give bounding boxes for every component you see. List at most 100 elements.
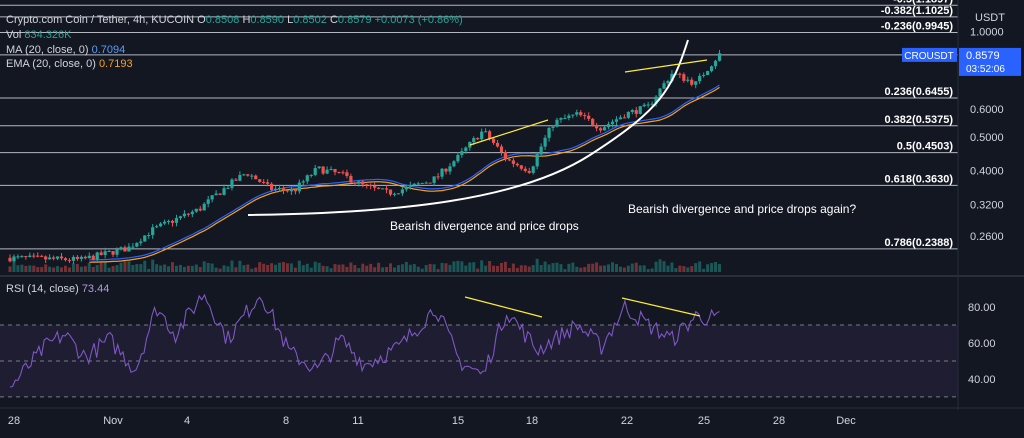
- volume-bar: [448, 264, 452, 272]
- volume-bar: [531, 265, 535, 272]
- candle-body: [642, 104, 646, 107]
- volume-bar: [8, 266, 12, 272]
- candle-body: [610, 121, 615, 125]
- volume-bar: [468, 262, 472, 272]
- candle-body: [706, 71, 710, 75]
- candle-body: [622, 117, 626, 119]
- volume-bar: [662, 261, 666, 272]
- annotation-2: Bearish divergence and price drops again…: [628, 202, 856, 216]
- candle-body: [709, 66, 714, 72]
- volume-bar: [377, 262, 381, 272]
- volume-bar: [182, 266, 186, 272]
- volume-bar: [436, 269, 440, 272]
- candle-body: [190, 211, 194, 215]
- volume-bar: [614, 264, 618, 272]
- volume-bar: [591, 263, 595, 272]
- volume-bar: [488, 261, 492, 272]
- time-tick-label: 28: [8, 415, 20, 427]
- volume-bar: [579, 267, 583, 272]
- volume-bar: [559, 264, 563, 272]
- candle-body: [503, 152, 508, 160]
- candle-body: [36, 255, 40, 257]
- volume-bar: [396, 265, 400, 272]
- volume-bar: [305, 263, 309, 272]
- volume-bar: [242, 265, 246, 272]
- candle-body: [309, 174, 313, 176]
- volume-bar: [543, 261, 547, 272]
- volume-bar: [214, 267, 218, 272]
- volume-bar: [40, 267, 44, 272]
- volume-bar: [99, 262, 103, 272]
- volume-bar: [262, 263, 266, 272]
- candle-body: [488, 131, 492, 139]
- rsi-band: [0, 324, 958, 398]
- time-tick-label: Dec: [836, 415, 856, 427]
- volume-bar: [587, 263, 591, 272]
- volume-bar: [206, 262, 210, 272]
- candle-body: [686, 79, 690, 81]
- volume-bar: [571, 262, 575, 272]
- chart-text: -0.5(1.1897)-0.382(1.1025) -0.236(0.9945)…: [8, 0, 1021, 427]
- candle-body: [198, 208, 202, 211]
- volume-bar: [60, 267, 64, 272]
- candle-body: [369, 185, 373, 187]
- candle-body: [373, 186, 377, 188]
- candle-body: [147, 235, 151, 237]
- volume-bar: [297, 260, 301, 272]
- volume-bar: [428, 263, 432, 272]
- volume-bar: [301, 265, 305, 272]
- volume-bar: [56, 266, 60, 272]
- candle-body: [111, 251, 115, 255]
- ema-legend[interactable]: EMA (20, close, 0) 0.7193: [6, 57, 133, 71]
- candle-body: [329, 168, 333, 170]
- volume-bar: [28, 265, 32, 272]
- volume-bar: [646, 269, 650, 272]
- volume-legend[interactable]: Vol 834.326K: [6, 28, 71, 42]
- ma-legend[interactable]: MA (20, close, 0) 0.7094: [6, 43, 125, 57]
- close-label: C: [329, 14, 338, 26]
- candle-body: [575, 112, 579, 115]
- volume-bar: [476, 268, 480, 272]
- volume-bar: [361, 263, 365, 272]
- fib-label: 0.5(0.4503): [897, 141, 954, 153]
- candle-body: [182, 213, 187, 217]
- candle-body: [103, 251, 107, 256]
- volume-bar: [357, 268, 361, 272]
- candle-body: [230, 179, 234, 188]
- candle-body: [71, 256, 76, 261]
- volume-bar: [365, 265, 369, 272]
- rsi-legend[interactable]: RSI (14, close) 73.44: [6, 282, 109, 296]
- volume-bar: [456, 260, 460, 272]
- volume-bar: [325, 266, 329, 272]
- candles: [8, 50, 722, 265]
- candle-body: [444, 168, 448, 172]
- volume-bar: [186, 265, 190, 272]
- volume-bar: [123, 261, 127, 272]
- volume-bar: [131, 264, 135, 272]
- candle-body: [155, 226, 159, 228]
- volume-bar: [710, 262, 714, 272]
- candle-body: [440, 168, 444, 177]
- candle-body: [682, 74, 686, 81]
- volume-bar: [416, 266, 420, 272]
- candle-body: [162, 221, 167, 224]
- volume-bar: [210, 263, 214, 272]
- candle-body: [365, 184, 369, 186]
- volume-bar: [194, 264, 198, 272]
- symbol-badge-label: CROUSDT: [904, 51, 953, 62]
- candle-body: [527, 171, 531, 173]
- candle-body: [63, 258, 68, 261]
- volume-bar: [159, 265, 163, 272]
- volume-bar: [329, 268, 333, 272]
- volume-bar: [674, 268, 678, 272]
- time-tick-label: 22: [621, 415, 633, 427]
- candle-body: [206, 199, 210, 204]
- candle-body: [107, 251, 111, 253]
- rsi-tick-label: 80.00: [968, 302, 996, 314]
- candle-body: [606, 124, 611, 128]
- volume-bar: [666, 265, 670, 272]
- candle-body: [436, 176, 440, 178]
- volume-bar: [638, 265, 642, 272]
- close-value: 0.8579: [337, 14, 372, 26]
